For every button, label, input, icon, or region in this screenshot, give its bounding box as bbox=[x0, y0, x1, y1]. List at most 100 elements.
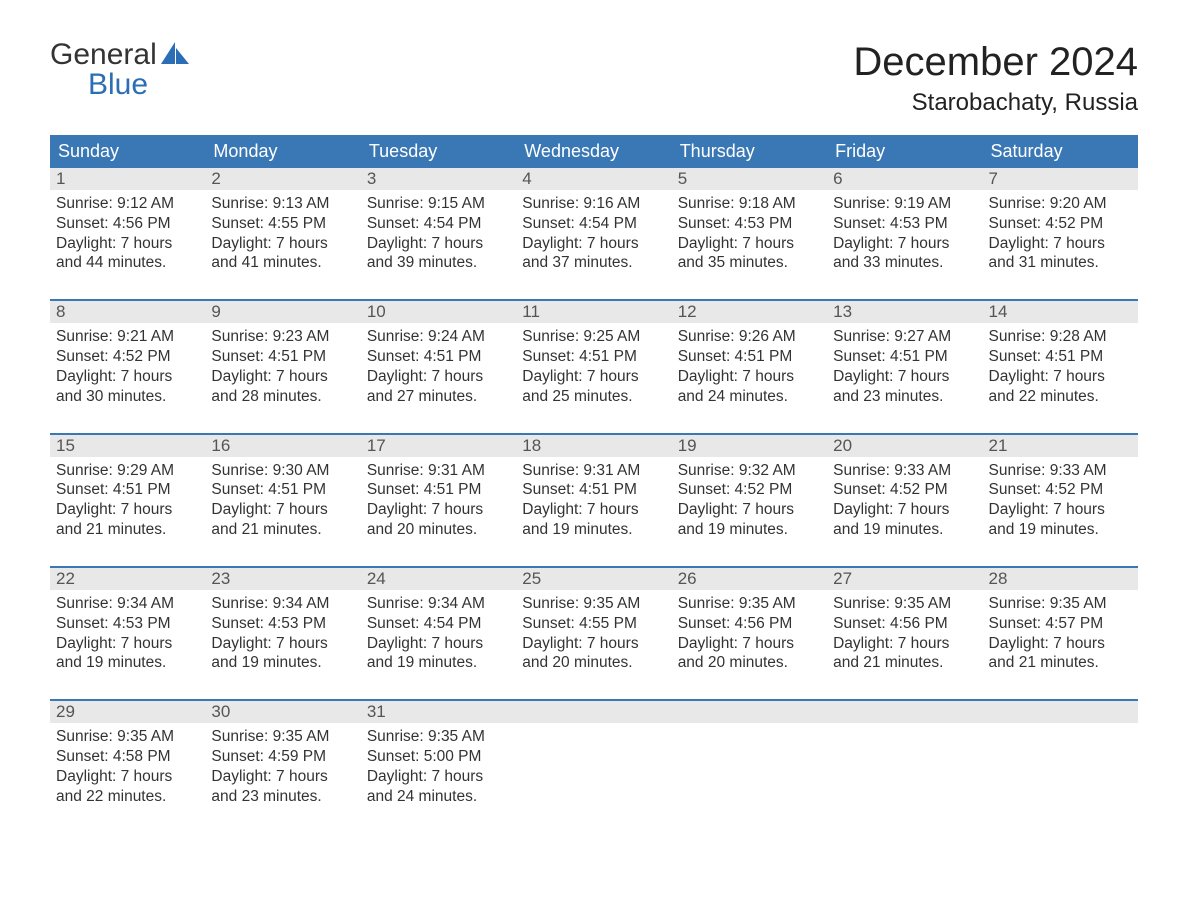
day-body: Sunrise: 9:16 AMSunset: 4:54 PMDaylight:… bbox=[516, 190, 671, 275]
day-number: 4 bbox=[516, 168, 671, 190]
day-number: 7 bbox=[983, 168, 1138, 190]
weeks-container: 1Sunrise: 9:12 AMSunset: 4:56 PMDaylight… bbox=[50, 168, 1138, 809]
weekday-label: Thursday bbox=[672, 135, 827, 168]
sunset-line: Sunset: 4:51 PM bbox=[522, 480, 665, 500]
day-number: 17 bbox=[361, 435, 516, 457]
day-body: Sunrise: 9:34 AMSunset: 4:53 PMDaylight:… bbox=[50, 590, 205, 675]
day-body: Sunrise: 9:18 AMSunset: 4:53 PMDaylight:… bbox=[672, 190, 827, 275]
day-cell: . bbox=[983, 701, 1138, 808]
day-number: 13 bbox=[827, 301, 982, 323]
sunset-line: Sunset: 4:53 PM bbox=[56, 614, 199, 634]
day-cell: 22Sunrise: 9:34 AMSunset: 4:53 PMDayligh… bbox=[50, 568, 205, 675]
day-body: Sunrise: 9:35 AMSunset: 4:59 PMDaylight:… bbox=[205, 723, 360, 808]
sunset-line: Sunset: 4:55 PM bbox=[211, 214, 354, 234]
day-number: 30 bbox=[205, 701, 360, 723]
day-body: Sunrise: 9:33 AMSunset: 4:52 PMDaylight:… bbox=[983, 457, 1138, 542]
day-cell: . bbox=[672, 701, 827, 808]
sunrise-line: Sunrise: 9:33 AM bbox=[989, 461, 1132, 481]
day-number: 1 bbox=[50, 168, 205, 190]
day-number: 15 bbox=[50, 435, 205, 457]
week-row: 1Sunrise: 9:12 AMSunset: 4:56 PMDaylight… bbox=[50, 168, 1138, 275]
daylight-line: Daylight: 7 hours and 21 minutes. bbox=[833, 634, 976, 674]
sunset-line: Sunset: 4:54 PM bbox=[367, 614, 510, 634]
daylight-line: Daylight: 7 hours and 19 minutes. bbox=[367, 634, 510, 674]
daylight-line: Daylight: 7 hours and 21 minutes. bbox=[56, 500, 199, 540]
day-body: Sunrise: 9:30 AMSunset: 4:51 PMDaylight:… bbox=[205, 457, 360, 542]
day-body: Sunrise: 9:33 AMSunset: 4:52 PMDaylight:… bbox=[827, 457, 982, 542]
sunset-line: Sunset: 4:57 PM bbox=[989, 614, 1132, 634]
day-body: Sunrise: 9:32 AMSunset: 4:52 PMDaylight:… bbox=[672, 457, 827, 542]
daylight-line: Daylight: 7 hours and 19 minutes. bbox=[989, 500, 1132, 540]
day-body: Sunrise: 9:20 AMSunset: 4:52 PMDaylight:… bbox=[983, 190, 1138, 275]
day-number: 27 bbox=[827, 568, 982, 590]
day-number: 19 bbox=[672, 435, 827, 457]
sunset-line: Sunset: 4:55 PM bbox=[522, 614, 665, 634]
day-number: 2 bbox=[205, 168, 360, 190]
sunset-line: Sunset: 4:58 PM bbox=[56, 747, 199, 767]
sunrise-line: Sunrise: 9:26 AM bbox=[678, 327, 821, 347]
day-number: 12 bbox=[672, 301, 827, 323]
day-number: 26 bbox=[672, 568, 827, 590]
sunrise-line: Sunrise: 9:33 AM bbox=[833, 461, 976, 481]
sunrise-line: Sunrise: 9:27 AM bbox=[833, 327, 976, 347]
day-cell: 23Sunrise: 9:34 AMSunset: 4:53 PMDayligh… bbox=[205, 568, 360, 675]
day-cell: 17Sunrise: 9:31 AMSunset: 4:51 PMDayligh… bbox=[361, 435, 516, 542]
daylight-line: Daylight: 7 hours and 31 minutes. bbox=[989, 234, 1132, 274]
day-body: Sunrise: 9:34 AMSunset: 4:53 PMDaylight:… bbox=[205, 590, 360, 675]
day-cell: 11Sunrise: 9:25 AMSunset: 4:51 PMDayligh… bbox=[516, 301, 671, 408]
day-cell: 26Sunrise: 9:35 AMSunset: 4:56 PMDayligh… bbox=[672, 568, 827, 675]
sunrise-line: Sunrise: 9:28 AM bbox=[989, 327, 1132, 347]
day-cell: 29Sunrise: 9:35 AMSunset: 4:58 PMDayligh… bbox=[50, 701, 205, 808]
sunset-line: Sunset: 4:53 PM bbox=[678, 214, 821, 234]
sunrise-line: Sunrise: 9:18 AM bbox=[678, 194, 821, 214]
day-number: 14 bbox=[983, 301, 1138, 323]
sunset-line: Sunset: 4:51 PM bbox=[56, 480, 199, 500]
day-body: Sunrise: 9:34 AMSunset: 4:54 PMDaylight:… bbox=[361, 590, 516, 675]
sunset-line: Sunset: 4:51 PM bbox=[211, 347, 354, 367]
sunrise-line: Sunrise: 9:30 AM bbox=[211, 461, 354, 481]
logo: General Blue bbox=[50, 40, 189, 100]
sunset-line: Sunset: 4:53 PM bbox=[833, 214, 976, 234]
day-body: Sunrise: 9:31 AMSunset: 4:51 PMDaylight:… bbox=[361, 457, 516, 542]
day-number: 22 bbox=[50, 568, 205, 590]
day-body: Sunrise: 9:26 AMSunset: 4:51 PMDaylight:… bbox=[672, 323, 827, 408]
week-row: 8Sunrise: 9:21 AMSunset: 4:52 PMDaylight… bbox=[50, 299, 1138, 408]
sunrise-line: Sunrise: 9:29 AM bbox=[56, 461, 199, 481]
day-number: 24 bbox=[361, 568, 516, 590]
daylight-line: Daylight: 7 hours and 27 minutes. bbox=[367, 367, 510, 407]
sunset-line: Sunset: 4:56 PM bbox=[56, 214, 199, 234]
day-cell: . bbox=[827, 701, 982, 808]
day-cell: 2Sunrise: 9:13 AMSunset: 4:55 PMDaylight… bbox=[205, 168, 360, 275]
sunrise-line: Sunrise: 9:15 AM bbox=[367, 194, 510, 214]
day-number: 21 bbox=[983, 435, 1138, 457]
day-cell: 27Sunrise: 9:35 AMSunset: 4:56 PMDayligh… bbox=[827, 568, 982, 675]
day-number: . bbox=[516, 701, 671, 723]
logo-text-bottom: Blue bbox=[88, 70, 189, 100]
daylight-line: Daylight: 7 hours and 28 minutes. bbox=[211, 367, 354, 407]
sunset-line: Sunset: 4:51 PM bbox=[989, 347, 1132, 367]
sunset-line: Sunset: 4:52 PM bbox=[989, 480, 1132, 500]
day-cell: 31Sunrise: 9:35 AMSunset: 5:00 PMDayligh… bbox=[361, 701, 516, 808]
weekday-label: Wednesday bbox=[516, 135, 671, 168]
day-cell: 7Sunrise: 9:20 AMSunset: 4:52 PMDaylight… bbox=[983, 168, 1138, 275]
daylight-line: Daylight: 7 hours and 19 minutes. bbox=[522, 500, 665, 540]
day-body: Sunrise: 9:35 AMSunset: 4:56 PMDaylight:… bbox=[672, 590, 827, 675]
sunrise-line: Sunrise: 9:12 AM bbox=[56, 194, 199, 214]
day-number: . bbox=[672, 701, 827, 723]
sunset-line: Sunset: 5:00 PM bbox=[367, 747, 510, 767]
day-body: Sunrise: 9:12 AMSunset: 4:56 PMDaylight:… bbox=[50, 190, 205, 275]
sunrise-line: Sunrise: 9:23 AM bbox=[211, 327, 354, 347]
title-month: December 2024 bbox=[853, 40, 1138, 85]
day-body: Sunrise: 9:27 AMSunset: 4:51 PMDaylight:… bbox=[827, 323, 982, 408]
sunset-line: Sunset: 4:51 PM bbox=[367, 480, 510, 500]
day-cell: 6Sunrise: 9:19 AMSunset: 4:53 PMDaylight… bbox=[827, 168, 982, 275]
daylight-line: Daylight: 7 hours and 41 minutes. bbox=[211, 234, 354, 274]
sunset-line: Sunset: 4:51 PM bbox=[833, 347, 976, 367]
day-cell: 9Sunrise: 9:23 AMSunset: 4:51 PMDaylight… bbox=[205, 301, 360, 408]
logo-sail-icon bbox=[161, 40, 189, 70]
day-cell: 25Sunrise: 9:35 AMSunset: 4:55 PMDayligh… bbox=[516, 568, 671, 675]
daylight-line: Daylight: 7 hours and 22 minutes. bbox=[989, 367, 1132, 407]
day-number: 5 bbox=[672, 168, 827, 190]
sunrise-line: Sunrise: 9:35 AM bbox=[211, 727, 354, 747]
daylight-line: Daylight: 7 hours and 24 minutes. bbox=[367, 767, 510, 807]
